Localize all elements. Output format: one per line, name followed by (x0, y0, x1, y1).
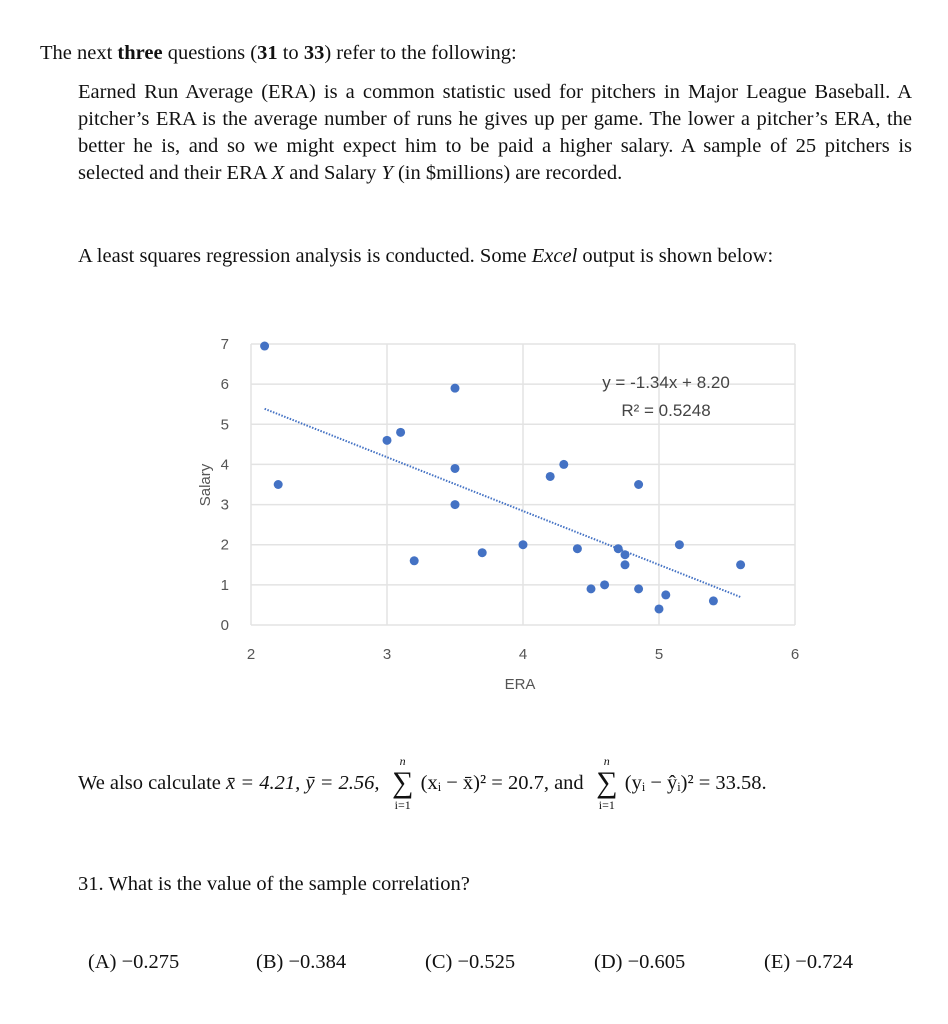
x-tick-label: 3 (383, 646, 391, 663)
calc-term1: (xᵢ − x̄)² = 20.7, and (420, 771, 589, 794)
regression-intro: A least squares regression analysis is c… (78, 245, 773, 268)
option-a: (A) −0.275 (88, 951, 180, 973)
data-point (654, 604, 664, 614)
grid (250, 343, 796, 626)
calculation-line: We also calculate x̄ = 4.21, ȳ = 2.56, n… (78, 748, 918, 818)
intro-to: to (277, 42, 304, 64)
data-point (572, 544, 582, 554)
data-point (409, 556, 419, 566)
sum-lower: i=1 (598, 798, 615, 812)
data-point (559, 459, 569, 469)
x-tick-label: 6 (791, 646, 799, 663)
option-b: (B) −0.384 (256, 951, 347, 973)
problem-description: Earned Run Average (ERA) is a common sta… (78, 79, 912, 187)
y-tick-label: 7 (221, 336, 229, 353)
para2-before: A least squares regression analysis is c… (78, 245, 532, 267)
data-point (382, 435, 392, 445)
trendline (264, 407, 741, 598)
y-tick-label: 5 (221, 416, 229, 433)
calc-term2: (yᵢ − ŷᵢ)² = 33.58. (624, 771, 767, 794)
data-point (736, 560, 746, 570)
x-axis-label: ERA (505, 676, 536, 693)
scatter-chart: 2 3 4 5 6 0 1 2 3 4 5 6 7 y = -1.34x + 8.20 R² = 0.5… (197, 336, 800, 693)
data-point (273, 480, 283, 489)
para-part2: and Salary (284, 162, 382, 184)
intro-before: The next (40, 42, 118, 64)
y-axis-label: Salary (197, 463, 214, 506)
x-tick-label: 5 (655, 646, 663, 663)
sum-upper: n (399, 754, 406, 768)
x-tick-label: 2 (247, 646, 255, 663)
para-part3: (in $millions) are recorded. (392, 162, 623, 184)
intro-middle: questions ( (162, 42, 258, 64)
data-point (450, 383, 460, 393)
option-e: (E) −0.724 (764, 951, 853, 973)
y-tick-label: 1 (221, 577, 229, 594)
intro-33: 33 (303, 42, 325, 64)
excel-word: Excel (531, 245, 578, 267)
intro-after: ) refer to the following: (324, 42, 517, 64)
y-tick-label: 6 (221, 376, 229, 393)
calc-means: x̄ = 4.21, ȳ = 2.56, (226, 771, 385, 794)
data-point (634, 584, 644, 594)
data-point (586, 584, 596, 594)
summation-2: n ∑ i=1 (589, 755, 625, 811)
calc-lead: We also calculate (78, 771, 227, 794)
data-point (260, 341, 270, 351)
data-point (396, 427, 406, 437)
data-point (674, 540, 684, 550)
intro-text: The next three questions (31 to 33) refe… (40, 42, 517, 65)
y-tick-label: 2 (221, 537, 229, 554)
data-point (450, 500, 460, 510)
tick-labels: 2 3 4 5 6 0 1 2 3 4 5 6 7 (221, 336, 800, 663)
sum-upper: n (603, 754, 610, 768)
sum-lower: i=1 (394, 798, 411, 812)
var-y: Y (381, 162, 393, 184)
data-point (661, 590, 671, 600)
data-point (450, 463, 460, 473)
sigma-icon: ∑ (391, 766, 414, 799)
summation-1: n ∑ i=1 (385, 755, 421, 811)
data-points (260, 341, 746, 614)
data-point (620, 560, 630, 570)
data-point (708, 596, 718, 606)
para-part1: Earned Run Average (ERA) is a common sta… (78, 81, 912, 184)
y-tick-label: 0 (221, 617, 229, 634)
option-c: (C) −0.525 (425, 951, 516, 973)
intro-31: 31 (257, 42, 278, 64)
question-31: 31. What is the value of the sample corr… (78, 873, 470, 895)
y-tick-label: 3 (221, 497, 229, 514)
intro-three: three (117, 42, 163, 64)
data-point (600, 580, 610, 590)
trendline-equation: y = -1.34x + 8.20 (602, 373, 730, 392)
data-point (620, 550, 630, 560)
para2-after: output is shown below: (577, 245, 774, 267)
data-point (518, 540, 528, 550)
x-tick-label: 4 (519, 646, 527, 663)
r-squared: R² = 0.5248 (621, 401, 710, 420)
option-d: (D) −0.605 (594, 951, 686, 973)
data-point (634, 480, 644, 489)
var-x: X (271, 162, 285, 184)
data-point (613, 544, 623, 554)
sigma-icon: ∑ (596, 766, 618, 799)
data-point (545, 471, 555, 481)
y-tick-label: 4 (221, 456, 229, 473)
data-point (477, 548, 487, 558)
